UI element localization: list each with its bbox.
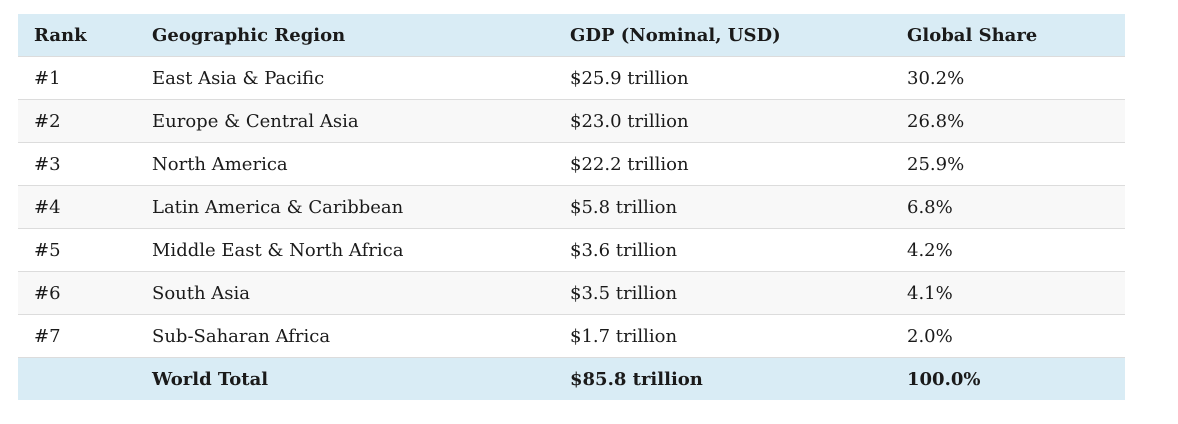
header-row: Rank Geographic Region GDP (Nominal, USD…: [18, 14, 1125, 57]
cell-region: North America: [152, 153, 288, 175]
table-row: #6 South Asia $3.5 trillion 4.1%: [18, 271, 1125, 315]
cell-rank: #7: [34, 325, 61, 347]
cell-share: 2.0%: [907, 325, 953, 347]
cell-gdp: $3.6 trillion: [570, 239, 678, 261]
cell-share: 30.2%: [907, 67, 965, 89]
cell-rank: #1: [34, 67, 61, 89]
cell-share: 26.8%: [907, 110, 965, 132]
table-row: #4 Latin America & Caribbean $5.8 trilli…: [18, 185, 1125, 229]
cell-gdp: $23.0 trillion: [570, 110, 689, 132]
header-share: Global Share: [907, 24, 1038, 46]
cell-share: 6.8%: [907, 196, 953, 218]
total-share: 100.0%: [907, 368, 981, 390]
table-row: #5 Middle East & North Africa $3.6 trill…: [18, 228, 1125, 272]
total-gdp: $85.8 trillion: [570, 368, 703, 390]
cell-region: East Asia & Pacific: [152, 67, 325, 89]
gdp-by-region-table: Rank Geographic Region GDP (Nominal, USD…: [18, 14, 1125, 400]
cell-gdp: $5.8 trillion: [570, 196, 678, 218]
cell-gdp: $1.7 trillion: [570, 325, 678, 347]
table-row: #2 Europe & Central Asia $23.0 trillion …: [18, 99, 1125, 143]
cell-gdp: $25.9 trillion: [570, 67, 689, 89]
header-rank: Rank: [34, 24, 87, 46]
cell-rank: #6: [34, 282, 61, 304]
cell-region: Middle East & North Africa: [152, 239, 404, 261]
cell-share: 25.9%: [907, 153, 965, 175]
cell-share: 4.2%: [907, 239, 953, 261]
header-gdp: GDP (Nominal, USD): [570, 24, 781, 46]
table-header: Rank Geographic Region GDP (Nominal, USD…: [18, 14, 1125, 57]
cell-region: South Asia: [152, 282, 251, 304]
cell-region: Sub-Saharan Africa: [152, 325, 331, 347]
table-footer: World Total $85.8 trillion 100.0%: [18, 357, 1125, 401]
cell-rank: #2: [34, 110, 61, 132]
table-row: #3 North America $22.2 trillion 25.9%: [18, 142, 1125, 186]
cell-rank: #5: [34, 239, 61, 261]
total-rank: [18, 358, 136, 401]
total-row: World Total $85.8 trillion 100.0%: [18, 357, 1125, 401]
cell-region: Latin America & Caribbean: [152, 196, 404, 218]
table-row: #1 East Asia & Pacific $25.9 trillion 30…: [18, 56, 1125, 100]
cell-region: Europe & Central Asia: [152, 110, 359, 132]
table-row: #7 Sub-Saharan Africa $1.7 trillion 2.0%: [18, 314, 1125, 358]
cell-share: 4.1%: [907, 282, 953, 304]
header-region: Geographic Region: [152, 24, 346, 46]
cell-gdp: $3.5 trillion: [570, 282, 678, 304]
cell-rank: #3: [34, 153, 61, 175]
total-label: World Total: [152, 368, 269, 390]
table-body: #1 East Asia & Pacific $25.9 trillion 30…: [18, 56, 1125, 358]
gdp-table-container: Rank Geographic Region GDP (Nominal, USD…: [18, 14, 1125, 400]
cell-rank: #4: [34, 196, 61, 218]
cell-gdp: $22.2 trillion: [570, 153, 689, 175]
